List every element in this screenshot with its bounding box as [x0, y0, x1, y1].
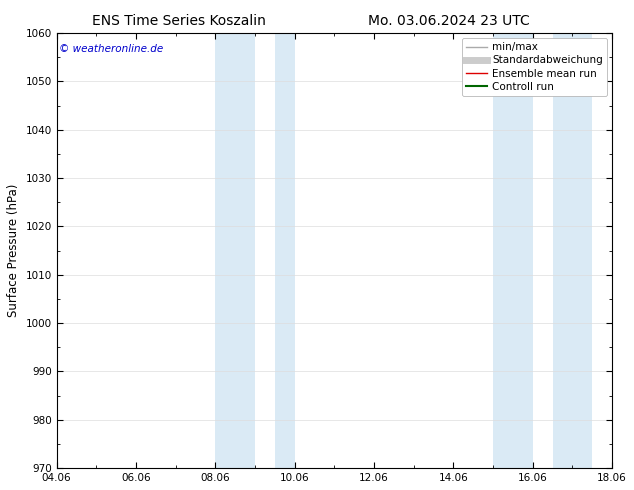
Bar [275, 33, 295, 468]
Bar [493, 33, 533, 468]
Text: © weatheronline.de: © weatheronline.de [60, 44, 164, 54]
Text: Mo. 03.06.2024 23 UTC: Mo. 03.06.2024 23 UTC [368, 14, 529, 28]
Legend: min/max, Standardabweichung, Ensemble mean run, Controll run: min/max, Standardabweichung, Ensemble me… [462, 38, 607, 96]
Y-axis label: Surface Pressure (hPa): Surface Pressure (hPa) [7, 184, 20, 318]
Bar [216, 33, 255, 468]
Bar [553, 33, 592, 468]
Text: ENS Time Series Koszalin: ENS Time Series Koszalin [93, 14, 266, 28]
